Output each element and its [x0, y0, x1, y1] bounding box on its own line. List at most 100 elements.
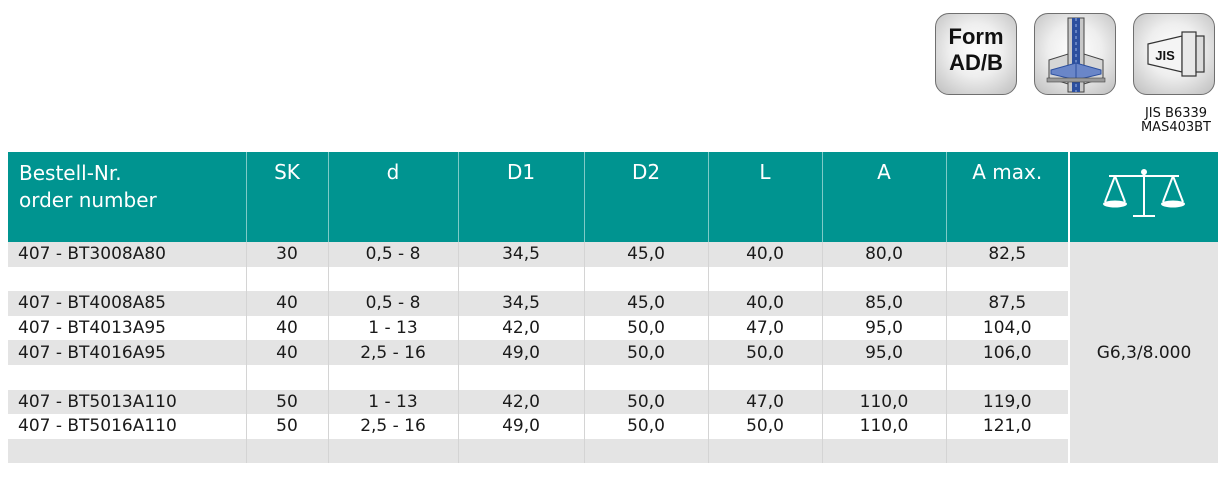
l-header: L — [708, 152, 823, 242]
cell-d2: 50,0 — [584, 414, 709, 439]
balance-header — [1068, 152, 1218, 242]
cell-d: 1 - 13 — [328, 315, 459, 341]
cell-l: 47,0 — [708, 389, 823, 415]
cell-sk: 50 — [246, 389, 329, 415]
cell-d: 0,5 - 8 — [328, 291, 459, 316]
cell-d: 0,5 - 8 — [328, 242, 459, 267]
table-row: 407 - BT3008A80 30 0,5 - 8 34,5 45,0 40,0 80,0… — [8, 242, 1218, 464]
header-row: Bestell-Nr. order number SK d D1 D2 L A … — [8, 152, 1218, 242]
cell-d — [328, 266, 459, 292]
cell-order: 407 - BT4013A95 — [8, 315, 247, 341]
cell-a: 110,0 — [822, 414, 947, 439]
cell-a-max: 121,0 — [946, 414, 1070, 439]
a-header: A — [822, 152, 947, 242]
table-row: 407 - BT4008A85 40 0,5 - 8 34,5 45,0 40,0 85,0… — [8, 291, 1218, 316]
jis-label: JIS — [1155, 48, 1175, 63]
table-row: 407 - BT4016A95 40 2,5 - 16 49,0 50,0 50,0 95,… — [8, 340, 1218, 365]
balance-quality-value: G6,3/8.000 — [1068, 242, 1218, 464]
cell-d1 — [458, 266, 585, 292]
cell-a-max: 82,5 — [946, 242, 1070, 267]
cell-d1: 42,0 — [458, 389, 585, 415]
cell-sk — [246, 438, 329, 464]
cell-a-max — [946, 364, 1070, 390]
cell-a-max: 104,0 — [946, 315, 1070, 341]
cell-d2: 45,0 — [584, 291, 709, 316]
cell-sk: 40 — [246, 315, 329, 341]
cell-d1 — [458, 438, 585, 464]
cell-d2: 50,0 — [584, 389, 709, 415]
cell-l — [708, 266, 823, 292]
cell-l: 50,0 — [708, 340, 823, 365]
table-row: 407 - BT5013A110 50 1 - 13 42,0 50,0 47,0 110,… — [8, 389, 1218, 415]
a-max-header: A max. — [946, 152, 1070, 242]
cell-sk — [246, 266, 329, 292]
coolant-section-icon — [1034, 13, 1116, 95]
cell-d2 — [584, 266, 709, 292]
form-line1: Form — [948, 24, 1004, 49]
table-row: 407 - BT5016A110 50 2,5 - 16 49,0 50,0 50,0 11… — [8, 414, 1218, 439]
cell-order: 407 - BT5016A110 — [8, 414, 247, 439]
cell-sk: 40 — [246, 340, 329, 365]
cell-d: 2,5 - 16 — [328, 414, 459, 439]
cell-order: 407 - BT3008A80 — [8, 242, 247, 267]
table-row: 407 - BT4013A95 40 1 - 13 42,0 50,0 47,0 95,0 1… — [8, 315, 1218, 341]
cell-order: 407 - BT5013A110 — [8, 389, 247, 415]
cell-a: 80,0 — [822, 242, 947, 267]
product-table: Bestell-Nr. order number SK d D1 D2 L A … — [8, 152, 1218, 464]
cell-a-max — [946, 266, 1070, 292]
cell-l: 40,0 — [708, 242, 823, 267]
cell-l: 50,0 — [708, 414, 823, 439]
cell-d1: 49,0 — [458, 414, 585, 439]
table-row — [8, 438, 1218, 464]
order-number-header: Bestell-Nr. order number — [8, 152, 247, 242]
sk-header: SK — [246, 152, 329, 242]
cell-d — [328, 364, 459, 390]
cell-a — [822, 266, 947, 292]
cell-l: 40,0 — [708, 291, 823, 316]
cell-sk: 40 — [246, 291, 329, 316]
cell-a-max — [946, 438, 1070, 464]
cell-order: 407 - BT4016A95 — [8, 340, 247, 365]
cell-d: 2,5 - 16 — [328, 340, 459, 365]
cell-a-max: 87,5 — [946, 291, 1070, 316]
cell-a: 85,0 — [822, 291, 947, 316]
cell-d1 — [458, 364, 585, 390]
cell-d2 — [584, 364, 709, 390]
form-adb-icon: Form AD/B — [935, 13, 1017, 95]
cell-d1: 34,5 — [458, 242, 585, 267]
table-row — [8, 364, 1218, 390]
cell-l: 47,0 — [708, 315, 823, 341]
table-row — [8, 266, 1218, 292]
cell-order — [8, 266, 247, 292]
d1-header: D1 — [458, 152, 585, 242]
cell-d1: 42,0 — [458, 315, 585, 341]
cell-order: 407 - BT4008A85 — [8, 291, 247, 316]
cell-d2: 50,0 — [584, 340, 709, 365]
cell-sk: 50 — [246, 414, 329, 439]
cell-a — [822, 364, 947, 390]
jis-caption: JIS B6339 MAS403BT — [1140, 106, 1212, 135]
balance-scale-icon — [1103, 169, 1185, 217]
cell-a — [822, 438, 947, 464]
cell-d — [328, 438, 459, 464]
cell-sk — [246, 364, 329, 390]
cell-l — [708, 364, 823, 390]
d2-header: D2 — [584, 152, 709, 242]
cell-order — [8, 364, 247, 390]
cell-d1: 34,5 — [458, 291, 585, 316]
cell-a: 110,0 — [822, 389, 947, 415]
cell-d1: 49,0 — [458, 340, 585, 365]
jis-taper-icon: JIS — [1133, 13, 1215, 95]
cell-d2: 50,0 — [584, 315, 709, 341]
cell-a-max: 106,0 — [946, 340, 1070, 365]
cell-sk: 30 — [246, 242, 329, 267]
cell-l — [708, 438, 823, 464]
cell-a-max: 119,0 — [946, 389, 1070, 415]
cell-d2 — [584, 438, 709, 464]
cell-d2: 45,0 — [584, 242, 709, 267]
d-header: d — [328, 152, 459, 242]
cell-a: 95,0 — [822, 315, 947, 341]
form-line2: AD/B — [949, 50, 1003, 75]
cell-order — [8, 438, 247, 464]
cell-a: 95,0 — [822, 340, 947, 365]
